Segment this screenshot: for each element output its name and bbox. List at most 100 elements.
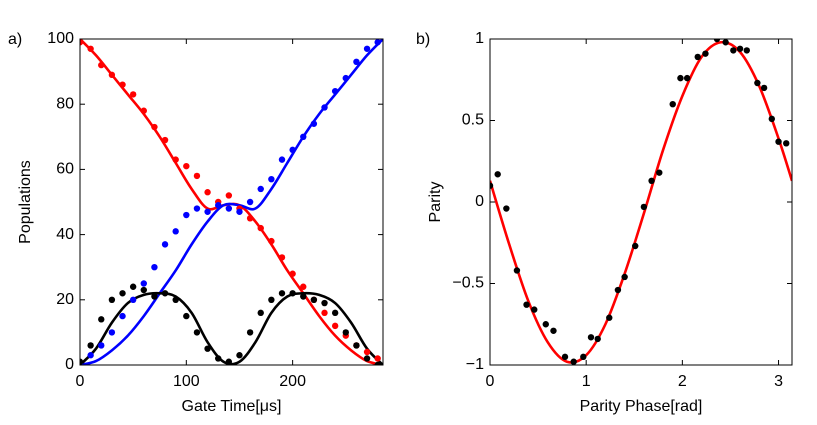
data-point <box>606 314 613 321</box>
data-point <box>161 290 169 297</box>
data-point <box>98 342 105 349</box>
data-point <box>183 211 190 219</box>
plot-area <box>80 39 383 365</box>
x-tick-label: 200 <box>279 373 306 390</box>
y-tick-label: 0 <box>475 193 484 210</box>
x-tick-label: 2 <box>678 373 687 390</box>
data-point <box>108 329 116 336</box>
data-point <box>215 355 222 362</box>
data-point <box>561 353 569 361</box>
y-tick-label: 0.5 <box>462 112 484 129</box>
data-point <box>278 290 286 297</box>
data-point <box>289 270 296 277</box>
data-point <box>331 309 339 317</box>
data-point <box>760 84 768 92</box>
fit-line <box>80 39 383 365</box>
data-point <box>278 254 286 261</box>
data-point <box>321 104 328 111</box>
y-tick-label: 20 <box>56 291 74 308</box>
data-point <box>775 138 782 145</box>
data-point <box>204 189 211 196</box>
data-point <box>183 312 190 320</box>
data-point <box>289 146 296 154</box>
data-point <box>193 172 201 180</box>
y-axis-label: Parity <box>427 182 444 223</box>
data-point <box>98 316 105 323</box>
data-point <box>236 208 243 215</box>
data-point <box>246 329 254 336</box>
data-point <box>783 140 790 147</box>
plot-area <box>490 39 792 365</box>
data-point <box>204 208 211 215</box>
data-point <box>614 286 622 294</box>
data-point <box>268 175 275 183</box>
data-point <box>363 45 371 52</box>
data-point <box>310 296 318 303</box>
data-point <box>503 205 510 212</box>
data-point <box>225 205 233 212</box>
data-point <box>342 329 349 336</box>
data-point <box>300 283 307 290</box>
data-point <box>754 79 761 87</box>
data-point <box>140 286 147 294</box>
y-tick-label: 100 <box>47 30 74 47</box>
x-axis-label: Parity Phase[rad] <box>580 398 703 415</box>
data-point <box>550 327 557 334</box>
data-point <box>374 355 381 362</box>
data-point <box>183 162 190 170</box>
data-point <box>119 290 126 297</box>
x-axis-label: Gate Time[μs] <box>182 398 282 415</box>
data-point <box>702 50 709 57</box>
data-point <box>87 45 94 52</box>
data-point <box>98 61 105 69</box>
data-point <box>342 74 349 82</box>
data-point <box>236 352 243 359</box>
data-point <box>363 348 371 356</box>
data-point <box>257 309 264 317</box>
data-point <box>656 169 663 176</box>
data-point <box>140 280 147 287</box>
data-point <box>570 358 577 365</box>
x-tick-label: 3 <box>774 373 783 390</box>
y-tick-label: −1 <box>466 356 484 373</box>
data-point <box>669 101 676 108</box>
data-point <box>523 301 530 308</box>
data-point <box>257 224 264 232</box>
data-point <box>768 115 776 123</box>
data-point <box>129 296 137 303</box>
y-tick-label: −0.5 <box>452 275 484 292</box>
data-point <box>119 312 126 320</box>
data-point <box>730 47 737 54</box>
panel: a) Gate Time[μs] Populations 0 100 200 0 20 40 60… <box>8 30 384 415</box>
data-point <box>513 267 521 274</box>
data-point <box>363 355 371 362</box>
data-point <box>353 58 360 66</box>
data-point <box>640 203 648 211</box>
data-point <box>172 156 179 163</box>
x-tick-label: 100 <box>173 373 200 390</box>
data-point <box>193 329 201 336</box>
data-point <box>580 353 587 361</box>
data-point <box>278 156 286 163</box>
data-point <box>119 81 126 88</box>
data-point <box>246 215 254 222</box>
data-point <box>494 171 501 178</box>
data-point <box>172 228 179 235</box>
data-point <box>172 296 179 303</box>
data-point <box>151 123 158 131</box>
fit-line <box>80 291 383 365</box>
data-point <box>225 358 233 365</box>
data-point <box>694 53 701 61</box>
data-point <box>490 182 494 189</box>
y-tick-label: 60 <box>56 161 74 178</box>
data-point <box>743 47 750 54</box>
data-point <box>310 120 318 127</box>
y-tick-label: 80 <box>56 95 74 112</box>
data-point <box>225 192 233 199</box>
data-point <box>587 334 595 341</box>
data-point <box>268 296 275 303</box>
data-point <box>108 296 116 303</box>
data-point <box>87 342 94 349</box>
data-point <box>648 177 655 185</box>
